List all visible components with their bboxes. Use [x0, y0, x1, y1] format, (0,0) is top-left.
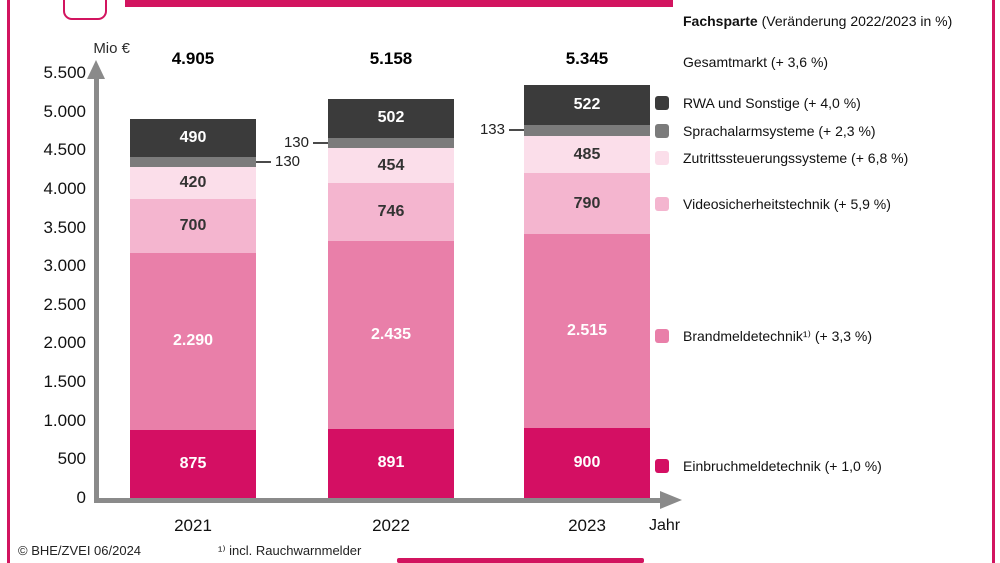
legend-label-rwa: RWA und Sonstige (+ 4,0 %) — [683, 95, 861, 111]
y-tick-label: 3.500 — [43, 217, 86, 237]
bar-segment-videosicherheitstechnik — [524, 173, 650, 235]
legend-swatch-einbruch — [655, 459, 669, 473]
y-tick-label: 1.000 — [43, 410, 86, 430]
segment-value-rwa-und-sonstige: 502 — [377, 109, 405, 127]
x-label-2022: 2022 — [372, 516, 410, 535]
x-axis-title: Jahr — [649, 517, 681, 534]
y-tick-label: 5.000 — [43, 101, 86, 121]
x-axis-arrow-icon — [660, 491, 682, 509]
segment-value-brandmeldetechnik: 2.290 — [172, 332, 214, 350]
legend-swatch-zutritt — [655, 151, 669, 165]
callout-line-sprachalarmsysteme — [256, 160, 271, 163]
legend-swatch-sprachalarm — [655, 124, 669, 138]
segment-value-sprachalarmsysteme: 130 — [283, 134, 309, 152]
legend-swatch-brandmelde — [655, 329, 669, 343]
legend-item-einbruch: Einbruchmeldetechnik (+ 1,0 %) — [655, 458, 882, 474]
legend-swatch-video — [655, 197, 669, 211]
bar-segment-zutrittssteuerungssysteme — [524, 135, 650, 174]
segment-value-rwa-und-sonstige: 490 — [179, 128, 207, 146]
y-tick-label: 4.000 — [43, 178, 86, 198]
segment-value-zutrittssteuerungssysteme: 454 — [377, 157, 405, 175]
bar-segment-zutrittssteuerungssysteme — [328, 148, 454, 184]
bar-segment-sprachalarmsysteme — [130, 156, 256, 167]
legend-title-rest: (Veränderung 2022/2023 in %) — [757, 13, 953, 29]
segment-value-sprachalarmsysteme: 130 — [275, 152, 301, 170]
bar-segment-sprachalarmsysteme — [524, 125, 650, 136]
y-tick-label: 3.000 — [43, 256, 86, 276]
y-tick-label: 0 — [76, 488, 86, 507]
bar-segment-brandmeldetechnik — [130, 253, 256, 431]
bar-total-2021: 4.905 — [171, 49, 215, 68]
legend-label-sprachalarm: Sprachalarmsysteme (+ 2,3 %) — [683, 123, 876, 139]
header-accent-bar — [125, 0, 673, 7]
y-tick-label: 2.000 — [43, 333, 86, 353]
bar-segment-videosicherheitstechnik — [130, 199, 256, 254]
x-label-2023: 2023 — [568, 516, 606, 535]
segment-value-sprachalarmsysteme: 133 — [479, 121, 505, 139]
segment-value-zutrittssteuerungssysteme: 420 — [179, 173, 207, 191]
legend-item-zutritt: Zutrittssteuerungssysteme (+ 6,8 %) — [655, 150, 908, 166]
y-tick-label: 5.500 — [43, 63, 86, 82]
legend-item-rwa: RWA und Sonstige (+ 4,0 %) — [655, 95, 861, 111]
bar-segment-rwa-und-sonstige — [130, 118, 256, 157]
bar-segment-einbruchmeldetechnik — [328, 429, 454, 498]
segment-value-videosicherheitstechnik: 790 — [573, 195, 601, 213]
y-axis-arrow-icon — [87, 60, 105, 79]
source-credit: © BHE/ZVEI 06/2024 — [18, 543, 142, 558]
footnote: ¹⁾ incl. Rauchwarnmelder — [218, 543, 362, 558]
x-label-2021: 2021 — [174, 516, 212, 535]
legend-item-video: Videosicherheitstechnik (+ 5,9 %) — [655, 196, 891, 212]
bar-segment-sprachalarmsysteme — [328, 138, 454, 149]
bar-segment-brandmeldetechnik — [524, 234, 650, 429]
legend-title: Fachsparte (Veränderung 2022/2023 in %) — [683, 13, 952, 29]
segment-value-videosicherheitstechnik: 746 — [377, 203, 405, 221]
segment-value-brandmeldetechnik: 2.515 — [566, 322, 608, 340]
legend-label-video: Videosicherheitstechnik (+ 5,9 %) — [683, 196, 891, 212]
header-tab-outline — [63, 0, 107, 20]
x-axis — [94, 498, 660, 503]
bar-segment-brandmeldetechnik — [328, 241, 454, 430]
y-tick-label: 4.500 — [43, 140, 86, 160]
y-tick-label: 500 — [57, 449, 86, 469]
page-edge-left-accent — [7, 0, 10, 563]
legend-label-zutritt: Zutrittssteuerungssysteme (+ 6,8 %) — [683, 150, 909, 166]
bar-segment-rwa-und-sonstige — [524, 85, 650, 126]
bar-segment-einbruchmeldetechnik — [524, 428, 650, 498]
segment-value-rwa-und-sonstige: 522 — [573, 96, 601, 113]
bar-segment-zutrittssteuerungssysteme — [130, 166, 256, 200]
segment-value-einbruchmeldetechnik: 900 — [573, 454, 601, 472]
legend-label-einbruch: Einbruchmeldetechnik (+ 1,0 %) — [683, 458, 882, 474]
segment-value-einbruchmeldetechnik: 875 — [179, 455, 207, 473]
y-axis-unit-label: Mio € — [93, 40, 130, 57]
y-tick-label: 2.500 — [43, 294, 86, 314]
y-tick-label: 1.500 — [43, 372, 86, 392]
segment-value-zutrittssteuerungssysteme: 485 — [573, 145, 601, 163]
bar-segment-rwa-und-sonstige — [328, 99, 454, 139]
bar-total-2023: 5.345 — [565, 49, 609, 68]
callout-line-sprachalarmsysteme — [313, 142, 328, 145]
segment-value-brandmeldetechnik: 2.435 — [370, 326, 412, 343]
legend-label-brandmelde: Brandmeldetechnik¹⁾ (+ 3,3 %) — [683, 327, 873, 344]
legend-item-gesamtmarkt: Gesamtmarkt (+ 3,6 %) — [683, 54, 829, 70]
legend-item-sprachalarm: Sprachalarmsysteme (+ 2,3 %) — [655, 123, 876, 139]
segment-value-einbruchmeldetechnik: 891 — [377, 454, 405, 472]
callout-line-sprachalarmsysteme — [509, 129, 524, 132]
bottom-accent-bar — [397, 558, 644, 563]
bar-total-2022: 5.158 — [369, 49, 413, 68]
legend-title-bold: Fachsparte — [683, 13, 758, 29]
legend-item-brandmelde: Brandmeldetechnik¹⁾ (+ 3,3 %) — [655, 328, 872, 344]
bar-segment-einbruchmeldetechnik — [130, 430, 256, 498]
page-edge-right-accent — [992, 0, 995, 563]
y-axis — [94, 78, 99, 503]
legend-swatch-rwa — [655, 96, 669, 110]
segment-value-videosicherheitstechnik: 700 — [179, 217, 207, 235]
bar-segment-videosicherheitstechnik — [328, 183, 454, 241]
